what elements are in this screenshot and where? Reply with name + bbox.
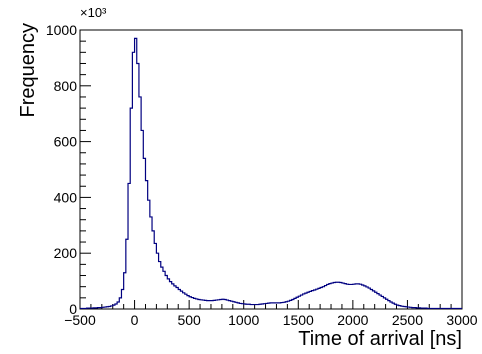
y-tick-label: 800 (54, 78, 78, 94)
y-tick-label: 200 (54, 245, 78, 261)
y-axis-exponent-label: ×10³ (80, 5, 107, 20)
x-axis-title: Time of arrival [ns] (298, 328, 462, 349)
x-tick-label: 3000 (446, 312, 477, 328)
y-tick-label: 1000 (46, 22, 77, 38)
x-tick-label: 2500 (392, 312, 423, 328)
y-tick-label: 0 (69, 301, 77, 317)
histogram-line (80, 37, 462, 310)
x-tick-label: 1000 (228, 312, 259, 328)
x-tick-label: 1500 (283, 312, 314, 328)
y-tick-label: 600 (54, 134, 78, 150)
x-tick-label: 500 (177, 312, 201, 328)
x-tick-label: 2000 (337, 312, 368, 328)
y-axis-title: Frequency (17, 23, 39, 118)
x-tick-label: −500 (64, 312, 96, 328)
x-tick-label: 0 (131, 312, 139, 328)
histogram-series (80, 37, 462, 310)
x-axis-ticks: −500 0 500 1000 1500 2000 2500 3000 (64, 300, 478, 328)
plot-frame (79, 29, 463, 310)
y-axis-ticks: 0 200 400 600 800 1000 (46, 22, 91, 317)
y-tick-label: 400 (54, 189, 78, 205)
